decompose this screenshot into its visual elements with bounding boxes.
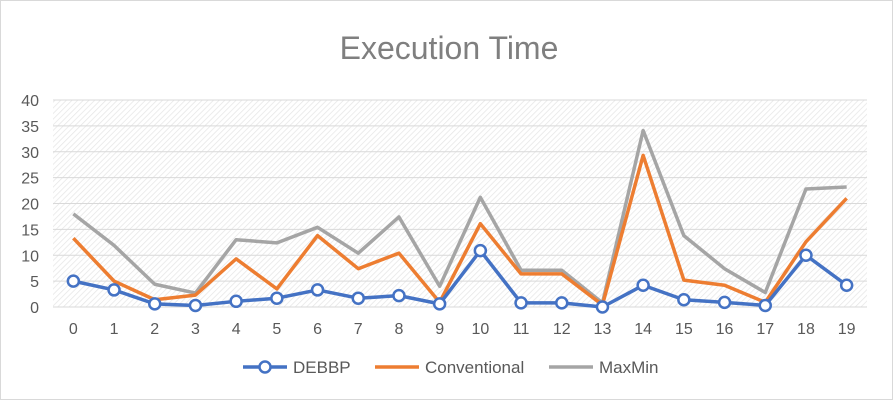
- data-point: [758, 298, 772, 313]
- x-tick-label: 18: [797, 321, 815, 338]
- legend: DEBBP Conventional MaxMin: [243, 358, 659, 377]
- data-point: [595, 300, 610, 314]
- x-tick-label: 4: [232, 321, 241, 338]
- x-tick-label: 7: [354, 321, 363, 338]
- chart-title: Execution Time: [340, 30, 559, 66]
- data-point: [107, 283, 121, 297]
- data-point: [473, 243, 488, 258]
- data-point: [148, 297, 162, 311]
- x-tick-label: 13: [594, 321, 612, 338]
- x-tick-label: 17: [756, 321, 774, 338]
- series-line: [72, 128, 847, 305]
- x-tick-label: 10: [471, 321, 489, 338]
- x-tick-label: 15: [675, 321, 693, 338]
- x-tick-label: 8: [394, 321, 403, 338]
- y-tick-label: 5: [30, 274, 39, 291]
- data-point: [188, 298, 203, 313]
- series-line: [72, 248, 848, 309]
- x-tick-label: 9: [435, 321, 444, 338]
- series-debbp: [66, 243, 854, 314]
- legend-label: MaxMin: [599, 358, 659, 377]
- x-tick-label: 11: [513, 321, 530, 338]
- data-point: [677, 293, 691, 307]
- data-point: [717, 295, 732, 310]
- legend-item: Conventional: [375, 358, 524, 377]
- data-point: [839, 278, 854, 293]
- y-tick-label: 25: [21, 171, 39, 188]
- legend-label: Conventional: [425, 358, 524, 377]
- x-axis-ticks: 0 1 2 3 4 5 6 7 8 9 10 11 12 13 14 15 16 17 18 19: [69, 321, 856, 338]
- data-point: [432, 297, 447, 311]
- legend-item: DEBBP: [243, 358, 351, 377]
- data-point: [310, 283, 325, 297]
- x-tick-label: 14: [634, 321, 652, 338]
- data-point: [392, 288, 406, 303]
- y-tick-label: 30: [21, 145, 39, 162]
- x-tick-label: 6: [313, 321, 322, 338]
- series-line: [72, 153, 848, 307]
- x-tick-label: 3: [191, 321, 200, 338]
- y-tick-label: 35: [21, 119, 39, 136]
- x-tick-label: 12: [553, 321, 571, 338]
- data-point: [555, 296, 569, 310]
- y-tick-label: 15: [21, 222, 39, 239]
- data-point: [66, 274, 81, 288]
- legend-item: MaxMin: [549, 358, 659, 377]
- gridlines: [53, 99, 867, 308]
- x-tick-label: 1: [110, 321, 119, 338]
- y-axis-ticks: 0 5 10 15 20 25 30 35 40: [21, 93, 39, 317]
- x-tick-label: 2: [150, 321, 159, 338]
- y-tick-label: 10: [21, 248, 39, 265]
- data-point: [270, 291, 284, 305]
- x-tick-label: 16: [716, 321, 734, 338]
- x-tick-label: 5: [272, 321, 281, 338]
- y-tick-label: 0: [30, 300, 39, 317]
- data-point: [514, 296, 528, 310]
- legend-label: DEBBP: [293, 358, 351, 377]
- series-conventional: [72, 153, 848, 307]
- series-maxmin: [72, 128, 847, 305]
- y-tick-label: 40: [21, 93, 39, 110]
- x-tick-label: 19: [838, 321, 856, 338]
- data-point: [229, 294, 243, 309]
- y-tick-label: 20: [21, 197, 39, 214]
- legend-marker: [258, 360, 272, 374]
- data-point: [799, 248, 813, 262]
- series-lines: [66, 128, 854, 314]
- data-point: [351, 291, 365, 305]
- data-point: [636, 278, 650, 293]
- x-tick-label: 0: [69, 321, 78, 338]
